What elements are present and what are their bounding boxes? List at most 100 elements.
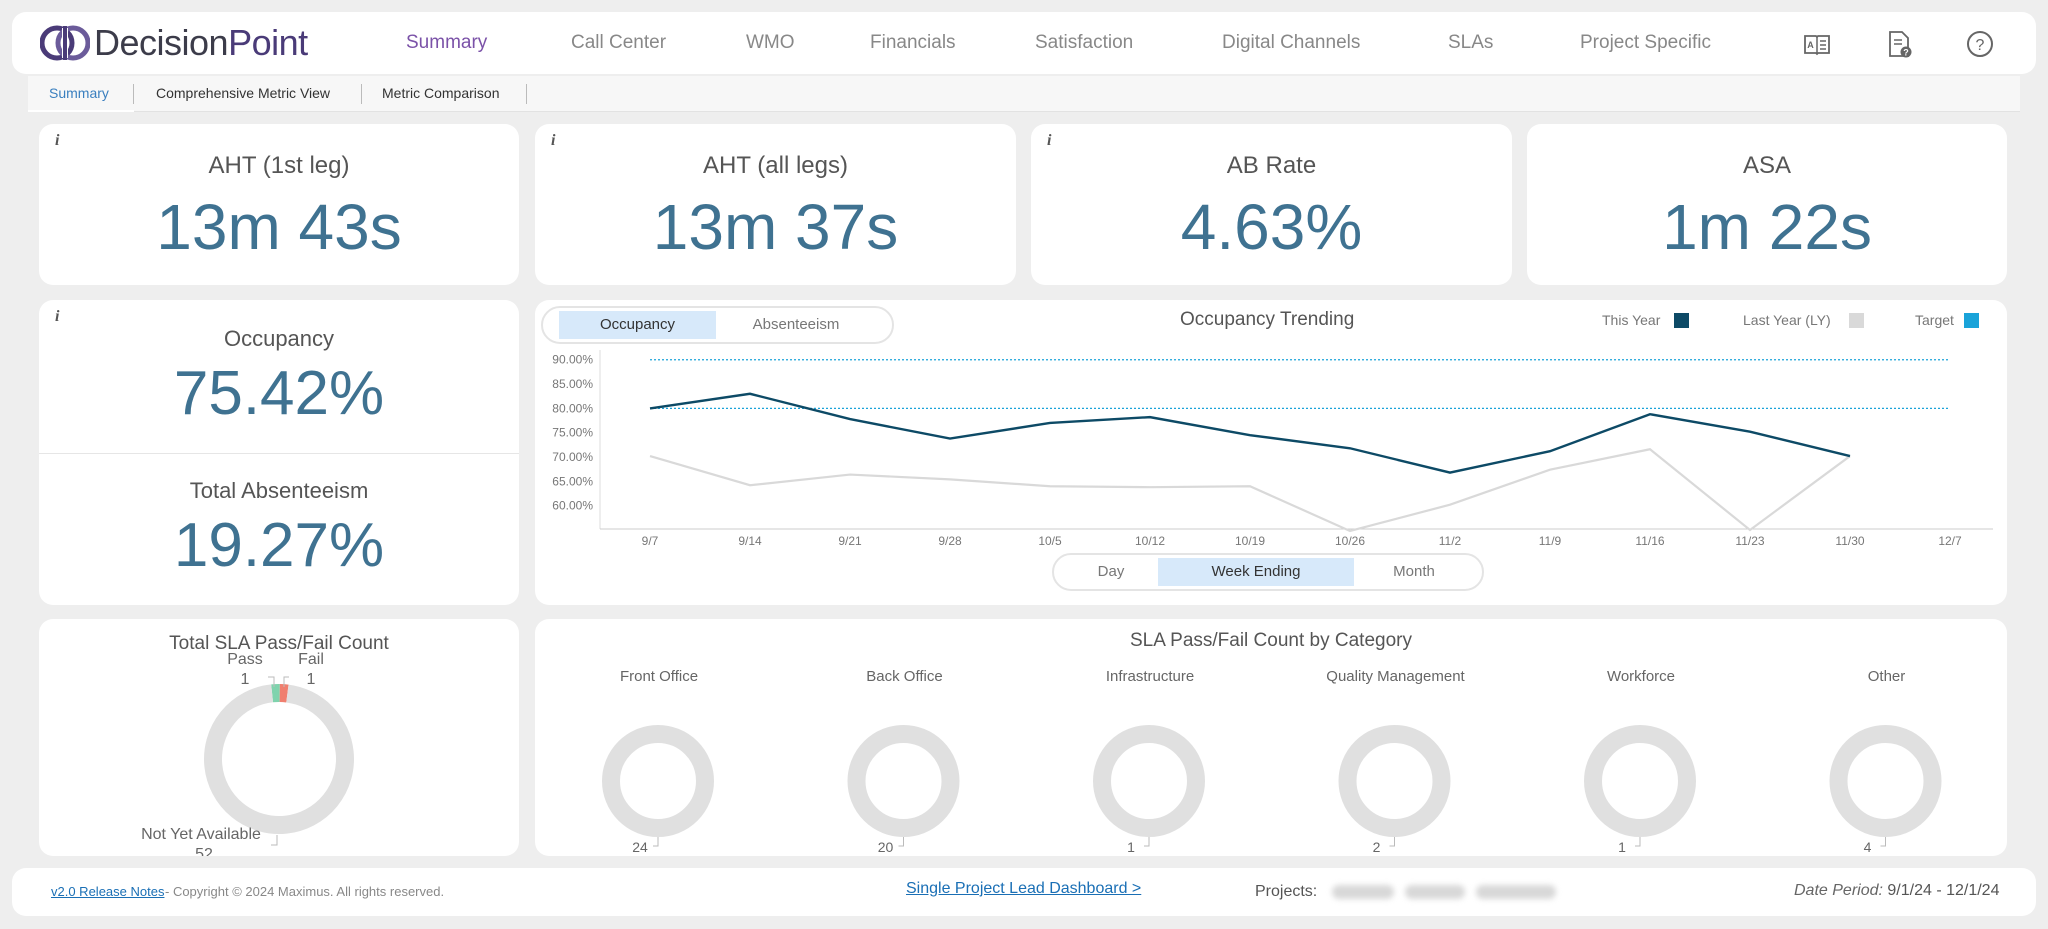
legend-last-year-label: Last Year (LY) (1743, 312, 1831, 328)
toggle-month[interactable]: Month (1393, 563, 1435, 580)
info-icon[interactable]: i (55, 308, 60, 325)
category-leader-line (1880, 837, 1886, 847)
pass-leader-line (268, 676, 275, 687)
legend-this-year-swatch (1674, 313, 1689, 328)
category-leader-line (1144, 837, 1150, 847)
pass-value: 1 (241, 671, 250, 688)
subtab-separator (526, 84, 527, 104)
subtab-metric-comparison[interactable]: Metric Comparison (382, 85, 500, 101)
redacted-project (1476, 885, 1556, 899)
nav-financials[interactable]: Financials (870, 32, 956, 53)
release-notes-link[interactable]: v2.0 Release Notes (51, 884, 165, 899)
nav-satisfaction[interactable]: Satisfaction (1035, 32, 1134, 53)
svg-text:A: A (1807, 40, 1814, 50)
legend-target-label: Target (1915, 312, 1954, 328)
toggle-day[interactable]: Day (1097, 563, 1125, 580)
svg-text:?: ? (1903, 48, 1909, 58)
toggle-absenteeism[interactable]: Absenteeism (752, 316, 840, 333)
nav-digital-channels[interactable]: Digital Channels (1222, 32, 1361, 53)
category-leader-line (1635, 837, 1641, 847)
copyright-text: - Copyright © 2024 Maximus. All rights r… (165, 884, 445, 899)
card-divider (39, 453, 519, 454)
kpi-label: Total Absenteeism (189, 478, 369, 503)
chart-title: Total SLA Pass/Fail Count (169, 633, 389, 654)
occupancy-trending-card: Occupancy Absenteeism Occupancy Trending… (535, 300, 2007, 605)
this-year-series-line (649, 392, 1851, 474)
kpi-label: AHT (1st leg) (208, 152, 350, 179)
help-circle-icon[interactable]: ? (1965, 29, 1995, 59)
x-tick-label: 9/21 (838, 534, 862, 548)
document-help-icon[interactable]: ? (1884, 29, 1914, 59)
occupancy-trend-chart: 90.00% 85.00% 80.00% 75.00% 70.00% 65.00% 60.0… (552, 350, 1993, 548)
kpi-card-aht-first-leg: i AHT (1st leg) 13m 43s (39, 124, 519, 285)
x-tick-label: 11/23 (1735, 534, 1764, 548)
nav-summary[interactable]: Summary (406, 32, 488, 53)
kpi-value: 1m 22s (1662, 191, 1872, 263)
book-icon[interactable]: A (1802, 29, 1832, 59)
category-donut (847, 725, 960, 837)
subtab-separator (361, 84, 362, 104)
fail-label: Fail (298, 651, 324, 668)
sub-navigation: Summary Comprehensive Metric View Metric… (28, 76, 2020, 112)
category-leader-line (898, 837, 904, 847)
date-period-label: Date Period: (1794, 882, 1883, 899)
x-tick-label: 10/12 (1135, 534, 1165, 548)
svg-text:?: ? (1976, 37, 1985, 54)
info-icon[interactable]: i (55, 132, 60, 149)
subtab-comprehensive-metric-view[interactable]: Comprehensive Metric View (156, 85, 331, 101)
kpi-label: AHT (all legs) (703, 152, 848, 179)
fail-value: 1 (307, 671, 316, 688)
single-project-lead-dashboard-link[interactable]: Single Project Lead Dashboard > (906, 880, 1142, 897)
sla-by-category-card: SLA Pass/Fail Count by Category Front Of… (535, 619, 2007, 856)
x-tick-label: 9/7 (642, 534, 659, 548)
legend-last-year-swatch (1849, 313, 1864, 328)
toggle-occupancy[interactable]: Occupancy (559, 311, 716, 339)
nav-wmo[interactable]: WMO (746, 32, 795, 53)
y-tick-label: 90.00% (552, 353, 593, 367)
kpi-label: Occupancy (223, 326, 335, 351)
info-icon[interactable]: i (1047, 132, 1052, 149)
subtab-summary[interactable]: Summary (49, 85, 109, 101)
y-tick-label: 65.00% (552, 474, 593, 488)
redacted-project (1405, 885, 1465, 899)
nav-slas[interactable]: SLAs (1448, 32, 1494, 53)
kpi-card-aht-all-legs: i AHT (all legs) 13m 37s (535, 124, 1016, 285)
fail-leader-line (283, 676, 289, 687)
y-tick-label: 80.00% (552, 401, 593, 415)
total-sla-donut-chart: Pass 1 Fail 1 Not Yet Available 52 (141, 651, 354, 856)
not-yet-available-value: 52 (195, 846, 213, 856)
category-value: 24 (632, 839, 648, 855)
category-value: 20 (878, 839, 894, 855)
category-label: Workforce (1607, 668, 1675, 685)
category-label: Quality Management (1326, 668, 1465, 685)
kpi-card-ab-rate: i AB Rate 4.63% (1031, 124, 1512, 285)
kpi-value: 13m 43s (156, 191, 402, 263)
not-yet-available-slice (204, 684, 354, 834)
x-tick-label: 9/14 (738, 534, 762, 548)
decisionpoint-logo[interactable]: DecisionPoint (40, 22, 308, 64)
nav-project-specific[interactable]: Project Specific (1580, 32, 1711, 53)
kpi-value: 13m 37s (652, 191, 899, 263)
x-tick-label: 10/26 (1335, 534, 1365, 548)
category-donut (1338, 725, 1451, 837)
kpi-label: AB Rate (1226, 152, 1317, 179)
brand-name: DecisionPoint (94, 22, 308, 64)
x-tick-label: 10/19 (1235, 534, 1265, 548)
metric-toggle: Occupancy Absenteeism (541, 306, 894, 344)
kpi-value: 4.63% (1180, 191, 1363, 263)
info-icon[interactable]: i (551, 132, 556, 149)
category-value: 1 (1127, 839, 1135, 855)
toggle-week-ending[interactable]: Week Ending (1158, 558, 1354, 586)
pass-slice (204, 684, 354, 834)
y-tick-label: 60.00% (552, 499, 593, 513)
logo-mark-icon (40, 25, 90, 61)
total-sla-card: Total SLA Pass/Fail Count Pass 1 Fail 1 Not … (39, 619, 519, 856)
last-year-series-line (649, 448, 1851, 533)
pass-label: Pass (227, 651, 263, 668)
kpi-value: 75.42% (173, 359, 385, 428)
projects-label: Projects: (1255, 883, 1318, 900)
redacted-project (1332, 885, 1394, 899)
nav-call-center[interactable]: Call Center (571, 32, 667, 53)
x-tick-label: 11/2 (1439, 534, 1462, 548)
